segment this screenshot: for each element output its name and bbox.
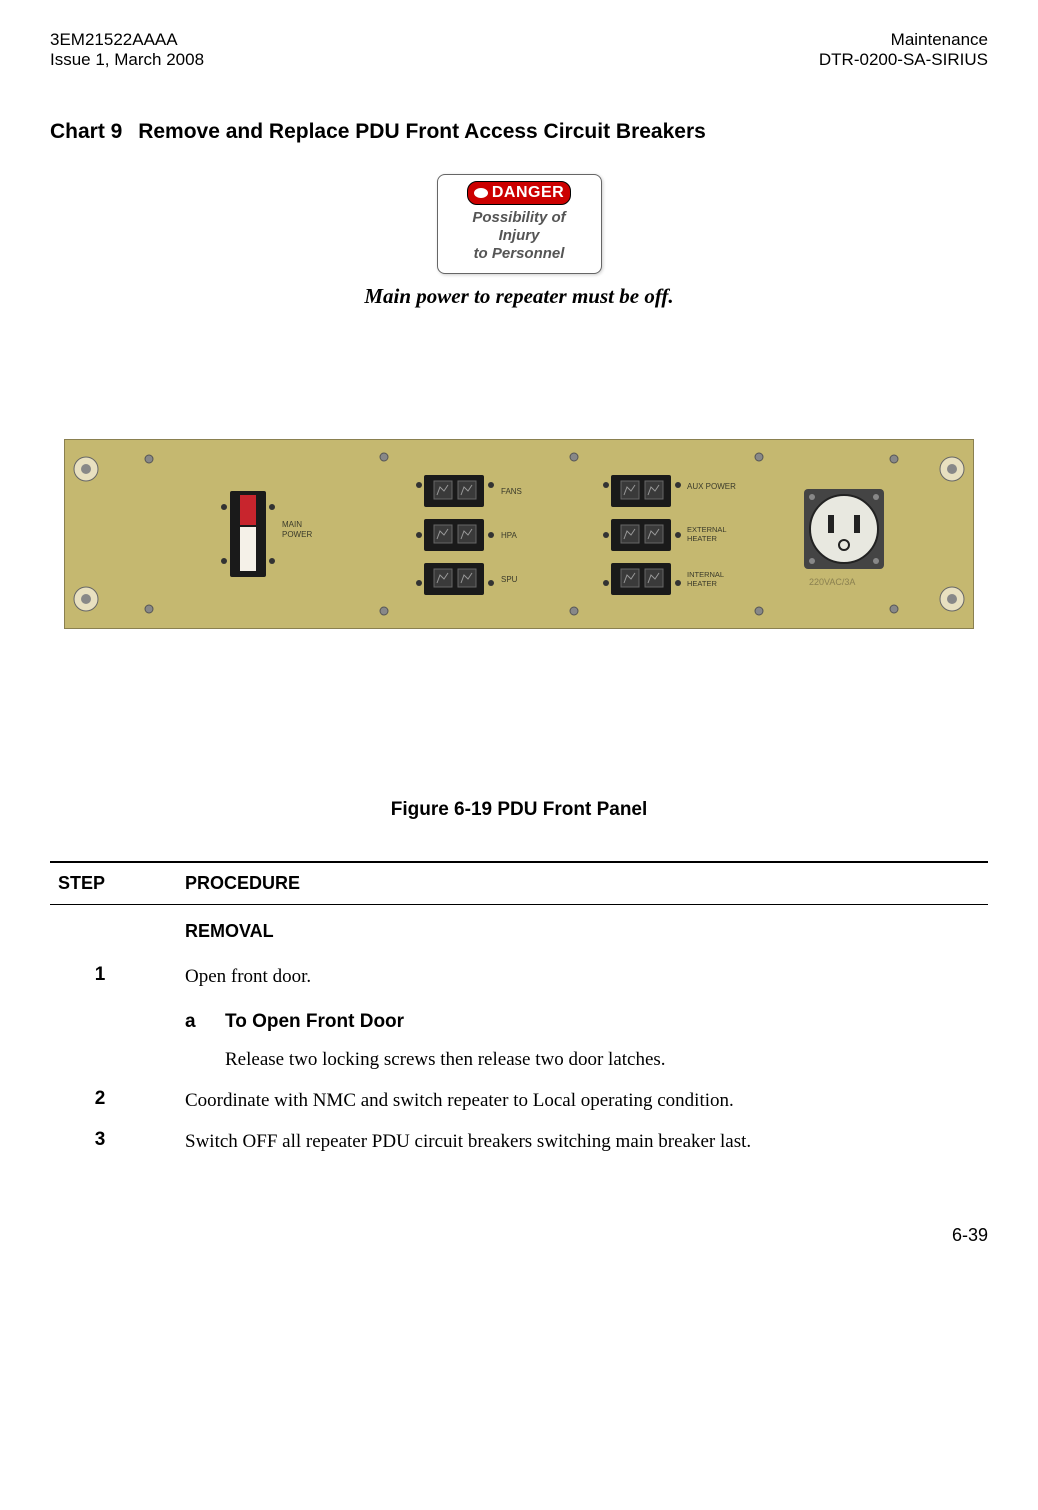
svg-text:MAIN: MAIN — [282, 520, 302, 529]
substep-letter: a — [185, 1009, 225, 1036]
doc-section: Maintenance — [819, 30, 988, 50]
svg-text:FANS: FANS — [501, 487, 522, 496]
step-text-2: Coordinate with NMC and switch repeater … — [185, 1088, 988, 1115]
removal-heading: REMOVAL — [185, 919, 988, 944]
pdu-panel-svg: MAIN POWER FANS HPA — [64, 439, 974, 629]
svg-text:HEATER: HEATER — [687, 534, 717, 543]
substep-row: a To Open Front Door — [185, 1009, 988, 1036]
step-num-1: 1 — [50, 964, 185, 1074]
pdu-panel-figure: MAIN POWER FANS HPA — [50, 439, 988, 629]
step-row: REMOVAL — [50, 919, 988, 950]
doc-code: DTR-0200-SA-SIRIUS — [819, 50, 988, 70]
danger-label-text: DANGER — [492, 184, 564, 201]
step-row-3: 3 Switch OFF all repeater PDU circuit br… — [50, 1129, 988, 1156]
step-num-blank — [50, 919, 185, 950]
step-num-3: 3 — [50, 1129, 185, 1156]
step-text-3: Switch OFF all repeater PDU circuit brea… — [185, 1129, 988, 1156]
danger-sign-wrap: DANGER Possibility of Injury to Personne… — [50, 174, 988, 274]
svg-text:HPA: HPA — [501, 531, 518, 540]
header-left: 3EM21522AAAA Issue 1, March 2008 — [50, 30, 204, 70]
danger-label: DANGER — [467, 181, 571, 205]
step-num-2: 2 — [50, 1088, 185, 1115]
svg-text:POWER: POWER — [282, 530, 312, 539]
svg-text:AUX POWER: AUX POWER — [687, 482, 736, 491]
step-text-1: Open front door. — [185, 964, 988, 991]
step-row-1: 1 Open front door. a To Open Front Door … — [50, 964, 988, 1074]
step-row-2: 2 Coordinate with NMC and switch repeate… — [50, 1088, 988, 1115]
danger-text-2: Injury — [452, 227, 587, 245]
svg-text:INTERNAL: INTERNAL — [687, 570, 724, 579]
chart-number: Chart 9 — [50, 120, 122, 143]
step-content: REMOVAL — [185, 919, 988, 950]
doc-issue: Issue 1, March 2008 — [50, 50, 204, 70]
chart-title-text: Remove and Replace PDU Front Access Circ… — [138, 120, 706, 143]
substep-head: To Open Front Door — [225, 1009, 404, 1036]
rule-bottom — [50, 904, 988, 905]
figure-caption: Figure 6-19 PDU Front Panel — [50, 799, 988, 821]
substep-text: Release two locking screws then release … — [225, 1047, 988, 1074]
page-number: 6-39 — [50, 1225, 988, 1246]
svg-text:HEATER: HEATER — [687, 579, 717, 588]
danger-text: Possibility of Injury to Personnel — [452, 209, 587, 263]
header-right: Maintenance DTR-0200-SA-SIRIUS — [819, 30, 988, 70]
svg-text:SPU: SPU — [501, 575, 518, 584]
step-content-1: Open front door. a To Open Front Door Re… — [185, 964, 988, 1074]
doc-number: 3EM21522AAAA — [50, 30, 204, 50]
col-procedure: PROCEDURE — [185, 873, 988, 894]
svg-text:EXTERNAL: EXTERNAL — [687, 525, 727, 534]
danger-sign: DANGER Possibility of Injury to Personne… — [437, 174, 602, 274]
warning-caption: Main power to repeater must be off. — [50, 284, 988, 309]
danger-text-1: Possibility of — [452, 209, 587, 227]
svg-text:220VAC/3A: 220VAC/3A — [809, 577, 855, 587]
col-step: STEP — [50, 873, 185, 894]
table-header: STEP PROCEDURE — [50, 863, 988, 904]
page-header: 3EM21522AAAA Issue 1, March 2008 Mainten… — [50, 30, 988, 70]
danger-text-3: to Personnel — [452, 245, 587, 263]
chart-title: Chart 9 Remove and Replace PDU Front Acc… — [50, 120, 988, 144]
danger-oval-icon — [474, 188, 488, 198]
